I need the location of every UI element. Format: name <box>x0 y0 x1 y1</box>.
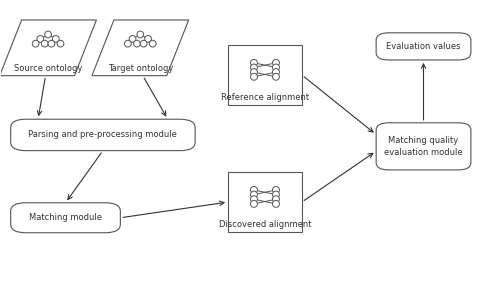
Ellipse shape <box>250 187 258 193</box>
Ellipse shape <box>272 64 280 71</box>
Ellipse shape <box>272 191 280 198</box>
FancyBboxPatch shape <box>376 123 471 170</box>
Ellipse shape <box>140 40 147 47</box>
Text: Matching quality
evaluation module: Matching quality evaluation module <box>384 135 463 157</box>
Text: Source ontology: Source ontology <box>14 64 82 73</box>
Ellipse shape <box>134 40 140 47</box>
Ellipse shape <box>272 69 280 75</box>
Ellipse shape <box>124 40 131 47</box>
FancyBboxPatch shape <box>376 33 471 60</box>
Ellipse shape <box>272 187 280 193</box>
Ellipse shape <box>129 36 136 42</box>
Text: Matching module: Matching module <box>29 213 102 222</box>
Text: Evaluation values: Evaluation values <box>386 42 461 51</box>
FancyBboxPatch shape <box>10 203 120 233</box>
FancyBboxPatch shape <box>10 119 195 151</box>
Polygon shape <box>92 20 188 76</box>
Ellipse shape <box>272 59 280 66</box>
Ellipse shape <box>150 40 156 47</box>
Text: Target ontology: Target ontology <box>108 64 173 73</box>
Ellipse shape <box>44 31 52 38</box>
Ellipse shape <box>57 40 64 47</box>
Ellipse shape <box>250 191 258 198</box>
Bar <box>228 45 302 105</box>
Ellipse shape <box>272 73 280 80</box>
Ellipse shape <box>42 40 48 47</box>
Bar <box>228 172 302 232</box>
Text: Discovered alignment: Discovered alignment <box>218 220 311 229</box>
Ellipse shape <box>250 64 258 71</box>
Ellipse shape <box>52 36 59 42</box>
Ellipse shape <box>144 36 152 42</box>
Ellipse shape <box>250 200 258 207</box>
Ellipse shape <box>250 69 258 75</box>
Ellipse shape <box>37 36 44 42</box>
Ellipse shape <box>32 40 39 47</box>
Ellipse shape <box>250 196 258 203</box>
Polygon shape <box>0 20 96 76</box>
Ellipse shape <box>272 200 280 207</box>
Ellipse shape <box>250 73 258 80</box>
Ellipse shape <box>250 59 258 66</box>
Text: Parsing and pre-processing module: Parsing and pre-processing module <box>28 130 178 139</box>
Text: Reference alignment: Reference alignment <box>221 93 309 102</box>
Ellipse shape <box>137 31 143 38</box>
Ellipse shape <box>272 196 280 203</box>
Ellipse shape <box>48 40 55 47</box>
